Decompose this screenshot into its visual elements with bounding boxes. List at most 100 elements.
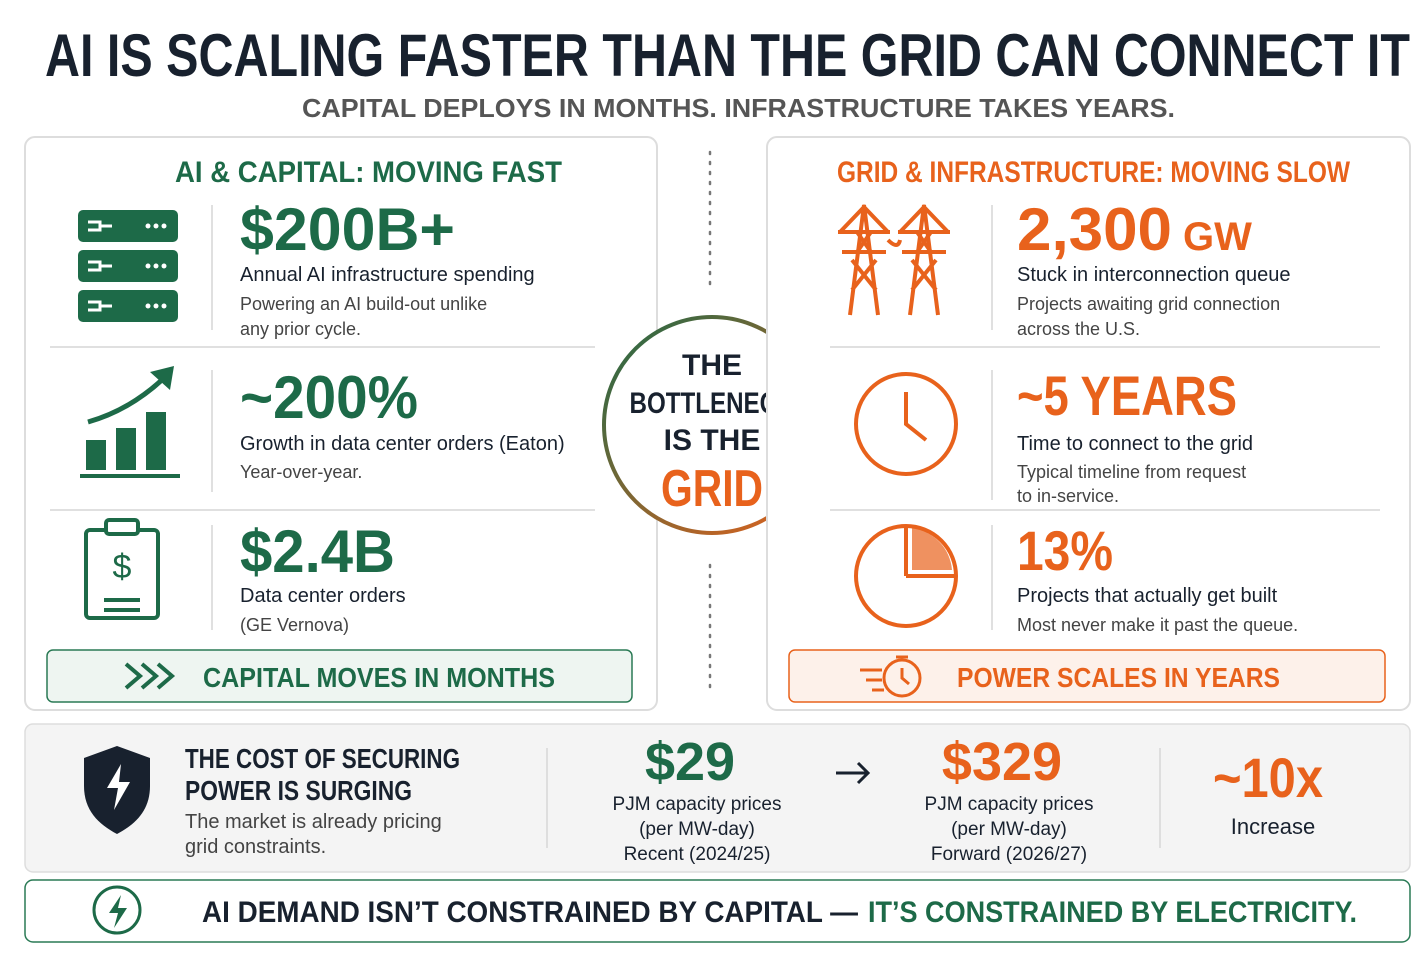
stat-value: 2,300: [1017, 196, 1172, 263]
stat-note: Typical timeline from request: [1017, 462, 1246, 482]
growth-icon: [80, 366, 180, 478]
bottleneck-text: THE: [682, 349, 742, 382]
icon-part: [104, 518, 140, 536]
right-footer-text: POWER SCALES IN YEARS: [957, 662, 1280, 693]
server-icon: [78, 210, 178, 322]
price-caption: Forward (2026/27): [931, 844, 1087, 865]
stat-note: Year-over-year.: [240, 462, 362, 482]
cost-panel: [24, 723, 1411, 873]
icon-part: [145, 223, 167, 309]
banner-text: AI DEMAND ISN’T CONSTRAINED BY CAPITAL —: [202, 896, 858, 929]
icon-part: [78, 250, 178, 282]
price-from: $29: [645, 732, 735, 792]
chevrons-icon: [124, 662, 176, 690]
shield-icon: [84, 746, 150, 834]
stat-label: Growth in data center orders (Eaton): [240, 433, 565, 455]
left-footer: [46, 649, 633, 703]
icon-part: [109, 895, 127, 928]
stat-label: Annual AI infrastructure spending: [240, 264, 535, 286]
icon-part: [153, 303, 159, 309]
icon-part: [898, 204, 950, 316]
icon-part: [86, 412, 166, 470]
icon-part: [838, 204, 890, 316]
stopwatch-icon: [860, 655, 922, 698]
price-caption: (per MW-day): [951, 819, 1067, 840]
clipboard-icon: $: [84, 518, 160, 620]
cost-note: The market is already pricing: [185, 811, 442, 833]
right-footer: [788, 649, 1386, 703]
icon-part: [161, 263, 167, 269]
icon-part: [912, 528, 952, 570]
icon-part: [854, 372, 958, 476]
icon-part: [145, 263, 151, 269]
icon-part: [107, 764, 130, 810]
stat-note: Most never make it past the queue.: [1017, 615, 1298, 635]
left-footer-text: CAPITAL MOVES IN MONTHS: [203, 662, 555, 693]
clock-icon: [854, 372, 958, 476]
price-caption: PJM capacity prices: [925, 794, 1094, 815]
cost-title: POWER IS SURGING: [185, 775, 412, 806]
icon-part: [86, 440, 106, 470]
stat-note: across the U.S.: [1017, 319, 1140, 339]
price-to: $329: [942, 732, 1062, 792]
icon-part: [145, 303, 151, 309]
stat-value: ~5 YEARS: [1017, 364, 1237, 427]
icon-part: [161, 223, 167, 229]
icon-part: [904, 392, 928, 442]
cost-note: grid constraints.: [185, 836, 326, 858]
stat-value: $200B+: [240, 196, 455, 263]
icon-part: [87, 376, 166, 425]
price-caption: (per MW-day): [639, 819, 755, 840]
stat-note: Projects awaiting grid connection: [1017, 294, 1280, 314]
right-heading: GRID & INFRASTRUCTURE: MOVING SLOW: [837, 156, 1351, 189]
icon-part: [145, 223, 151, 229]
stat-note: (GE Vernova): [240, 615, 349, 635]
stat-value: ~200%: [240, 364, 418, 431]
icon-part: [882, 658, 922, 698]
icon-part: [78, 290, 178, 322]
stat-label: Stuck in interconnection queue: [1017, 264, 1291, 286]
bottleneck-grid: GRID: [661, 460, 763, 518]
stat-label: Projects that actually get built: [1017, 585, 1278, 607]
icon-part: [88, 220, 112, 312]
subtitle: CAPITAL DEPLOYS IN MONTHS. INFRASTRUCTUR…: [302, 93, 1175, 123]
stat-value: $2.4B: [240, 518, 395, 585]
stat-label: Data center orders: [240, 585, 406, 607]
cost-title: THE COST OF SECURING: [185, 743, 460, 774]
icon-part: [153, 223, 159, 229]
left-heading: AI & CAPITAL: MOVING FAST: [175, 156, 562, 189]
bottleneck-text: IS THE: [664, 424, 761, 457]
banner: [24, 879, 1411, 943]
change-label: Increase: [1231, 814, 1315, 839]
icon-part: $: [113, 548, 132, 586]
price-caption: PJM capacity prices: [613, 794, 782, 815]
icon-part: [116, 428, 136, 470]
stat-note: to in-service.: [1017, 486, 1119, 506]
icon-part: [146, 412, 166, 470]
change-value: ~10x: [1213, 746, 1323, 809]
bolt-icon: [92, 885, 142, 935]
icon-part: [886, 238, 902, 247]
icon-part: [150, 366, 174, 390]
title: AI IS SCALING FASTER THAN THE GRID CAN C…: [45, 22, 1410, 89]
pie-icon: [854, 524, 958, 628]
icon-part: [153, 263, 159, 269]
price-caption: Recent (2024/25): [624, 844, 771, 865]
icon-part: [860, 655, 910, 692]
arrow: [836, 761, 871, 785]
icon-part: [104, 598, 140, 612]
stat-unit: GW: [1183, 215, 1252, 259]
stat-value: 13%: [1017, 519, 1113, 582]
icon-part: [78, 210, 178, 242]
stat-note: any prior cycle.: [240, 319, 361, 339]
icon-part: [84, 746, 150, 834]
stat-label: Time to connect to the grid: [1017, 433, 1253, 455]
icon-part: [161, 303, 167, 309]
icon-part: [92, 885, 142, 935]
banner-highlight: IT’S CONSTRAINED BY ELECTRICITY.: [868, 896, 1357, 929]
icon-part: [88, 220, 112, 312]
stat-note: Powering an AI build-out unlike: [240, 294, 487, 314]
tower-icon: [838, 204, 950, 316]
icon-part: [904, 526, 956, 578]
